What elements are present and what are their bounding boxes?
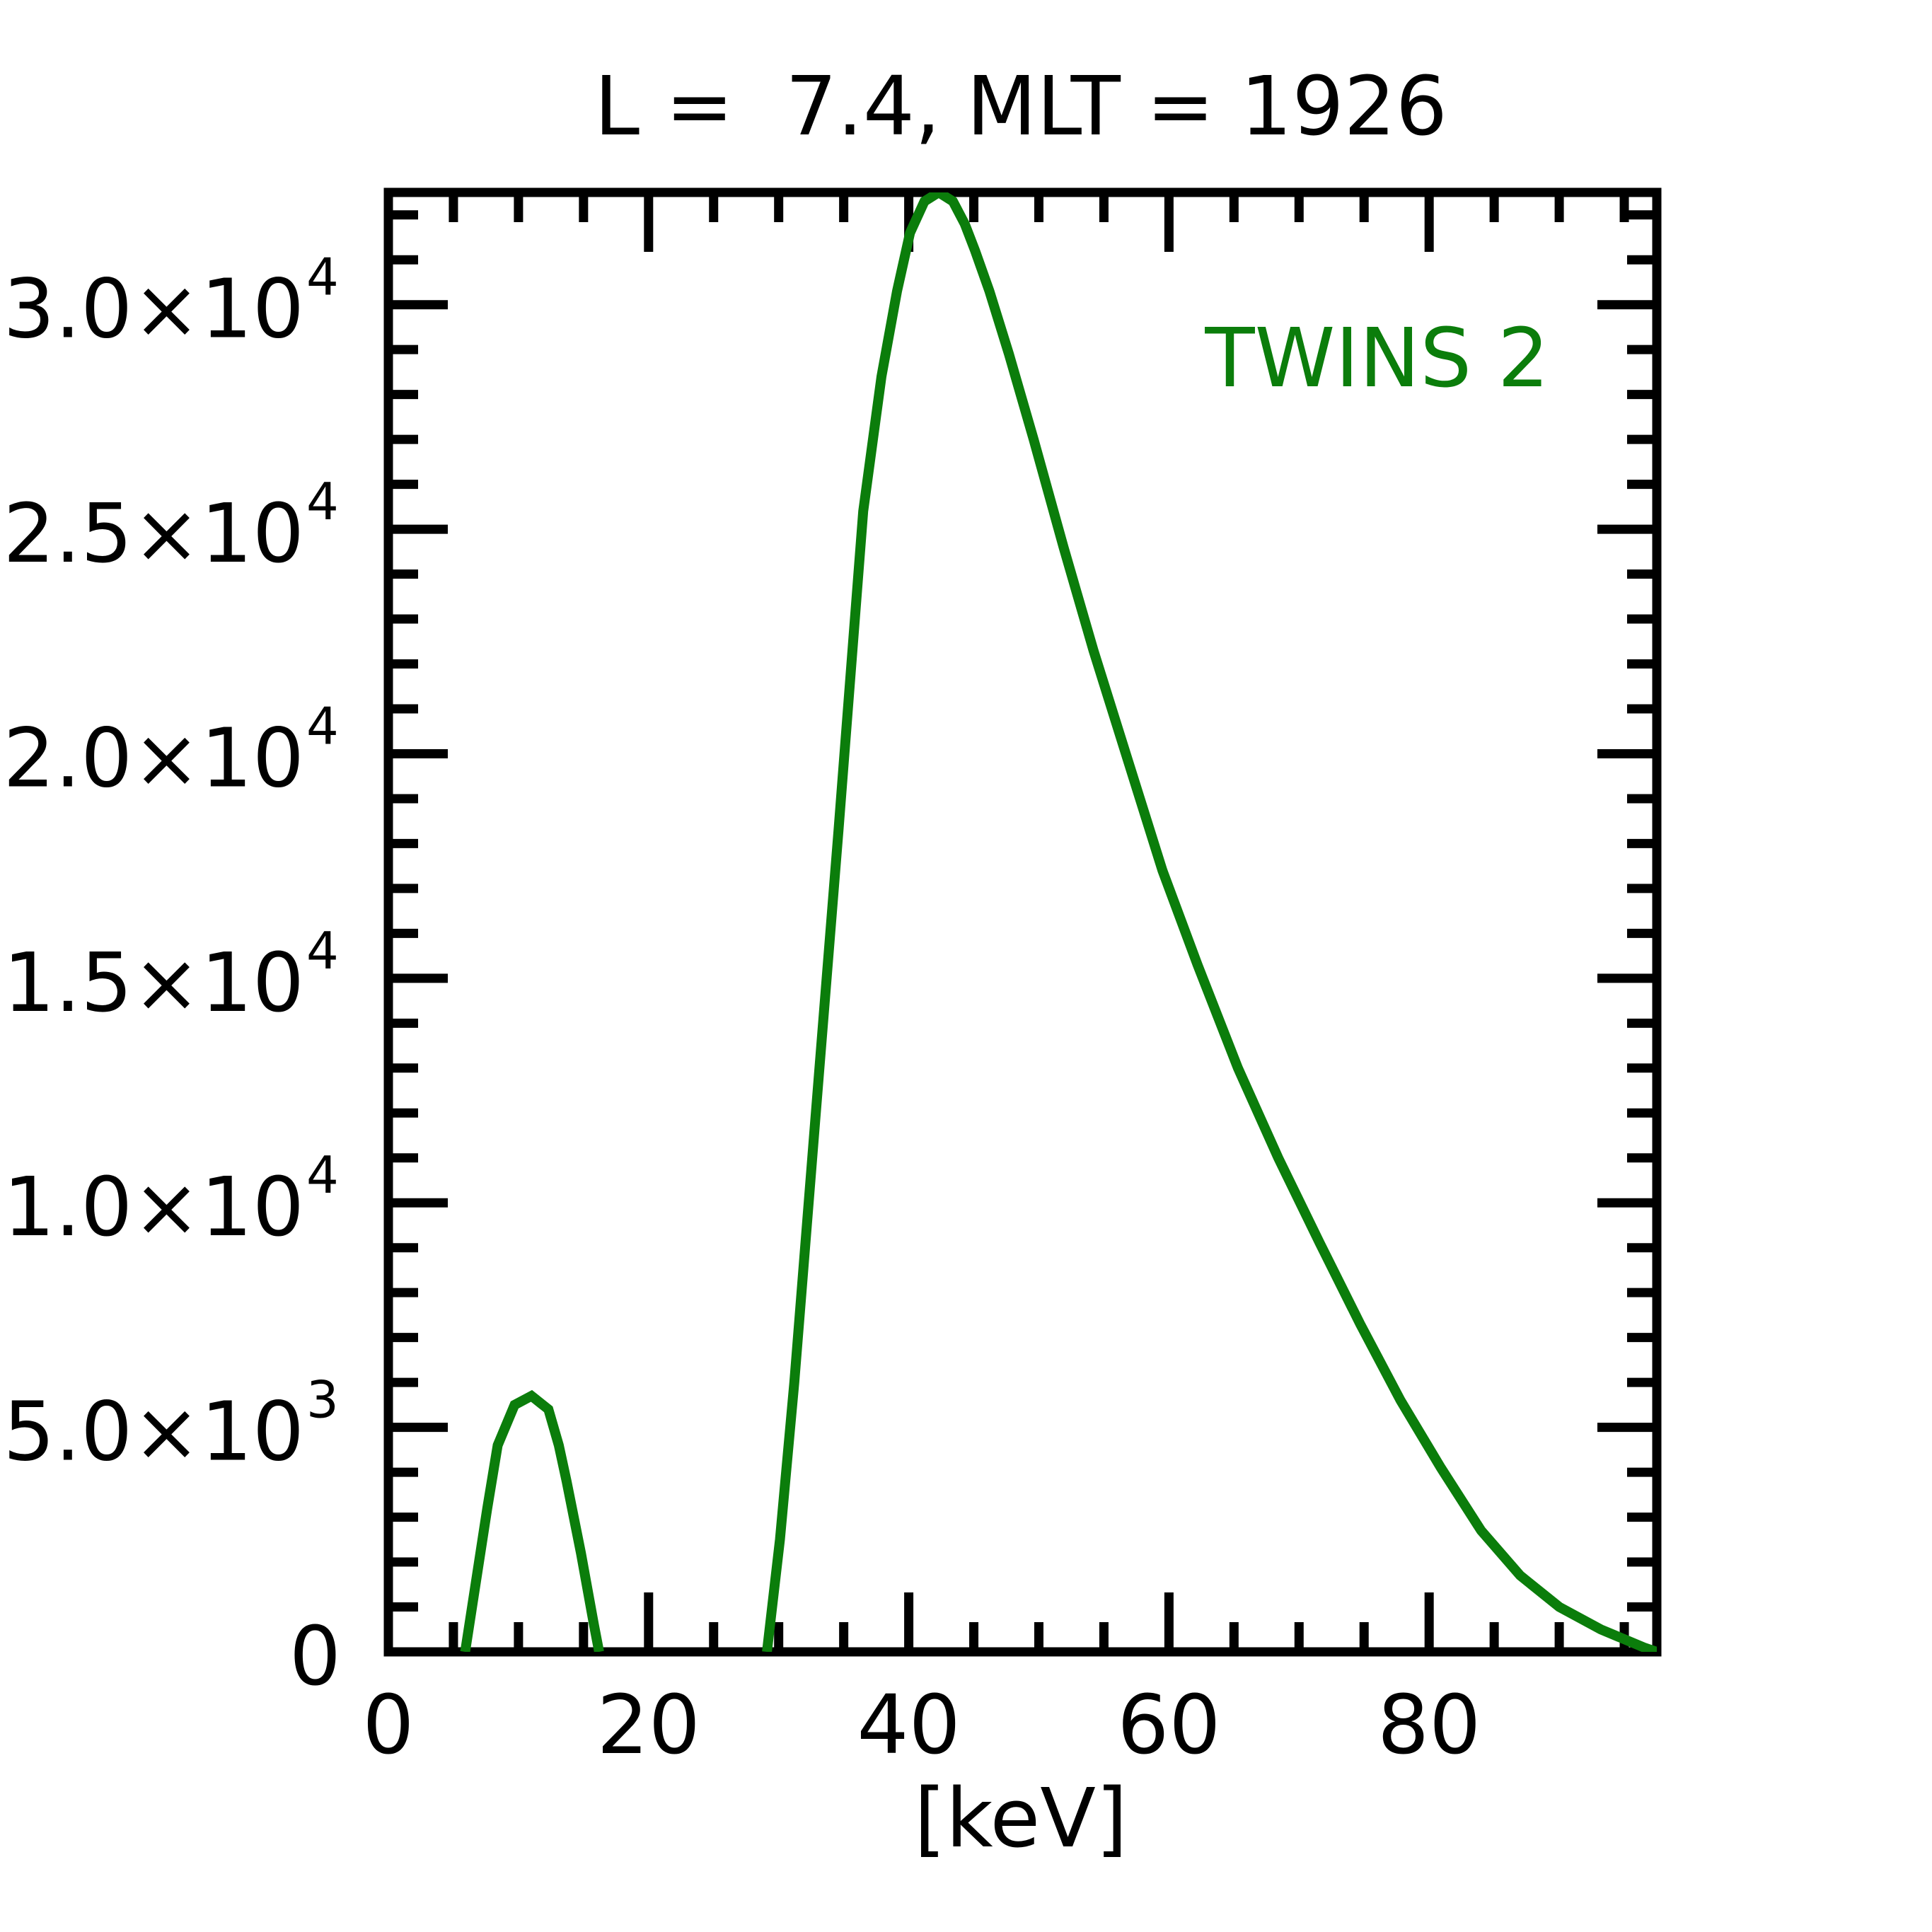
x-axis-label: [keV] — [914, 1771, 1128, 1866]
y-tick-labels: 05.0×10 31.0×10 41.5×10 42.0×10 42.5×10 43.0×… — [3, 248, 341, 1704]
y-tick-label: 1.5×10 — [3, 936, 304, 1031]
x-tick-label: 20 — [597, 1678, 700, 1773]
x-tick-label: 0 — [362, 1678, 414, 1773]
y-tick-exponent: 4 — [306, 472, 339, 531]
legend-label-twins-2: TWINS 2 — [1204, 311, 1549, 406]
x-tick-labels: 0 20 40 60 80 — [362, 1678, 1481, 1773]
y-tick-label: 5.0×10 — [3, 1385, 304, 1480]
y-tick-label: 2.0×10 — [3, 711, 304, 806]
series-lines — [460, 192, 1657, 1652]
y-tick-exponent: 4 — [306, 1145, 339, 1205]
y-tick-exponent: 3 — [306, 1370, 339, 1430]
y-tick-label: 1.0×10 — [3, 1160, 304, 1255]
x-tick-label: 40 — [857, 1678, 960, 1773]
y-tick-exponent: 4 — [306, 248, 339, 307]
y-tick-label: 3.0×10 — [3, 262, 304, 357]
y-tick-exponent: 4 — [306, 921, 339, 981]
series-line-twins-2 — [762, 192, 1657, 1652]
chart-title: L = 7.4, MLT = 1926 — [594, 59, 1447, 154]
y-tick-label: 2.5×10 — [3, 487, 304, 582]
x-tick-label: 80 — [1377, 1678, 1481, 1773]
y-tick-exponent: 4 — [306, 696, 339, 756]
y-tick-label: 0 — [289, 1609, 341, 1704]
x-tick-label: 60 — [1117, 1678, 1220, 1773]
plot-frame — [383, 187, 1662, 1657]
series-line-twins-2 — [460, 1389, 604, 1652]
